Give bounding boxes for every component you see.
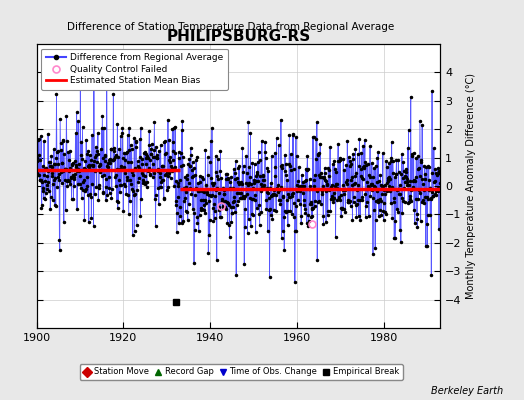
Y-axis label: Monthly Temperature Anomaly Difference (°C): Monthly Temperature Anomaly Difference (… bbox=[466, 73, 476, 299]
Text: Berkeley Earth: Berkeley Earth bbox=[431, 386, 503, 396]
Legend: Difference from Regional Average, Quality Control Failed, Estimated Station Mean: Difference from Regional Average, Qualit… bbox=[41, 48, 228, 90]
Text: Difference of Station Temperature Data from Regional Average: Difference of Station Temperature Data f… bbox=[67, 22, 394, 32]
Title: PHILIPSBURG-RS: PHILIPSBURG-RS bbox=[166, 29, 311, 44]
Legend: Station Move, Record Gap, Time of Obs. Change, Empirical Break: Station Move, Record Gap, Time of Obs. C… bbox=[80, 364, 402, 380]
